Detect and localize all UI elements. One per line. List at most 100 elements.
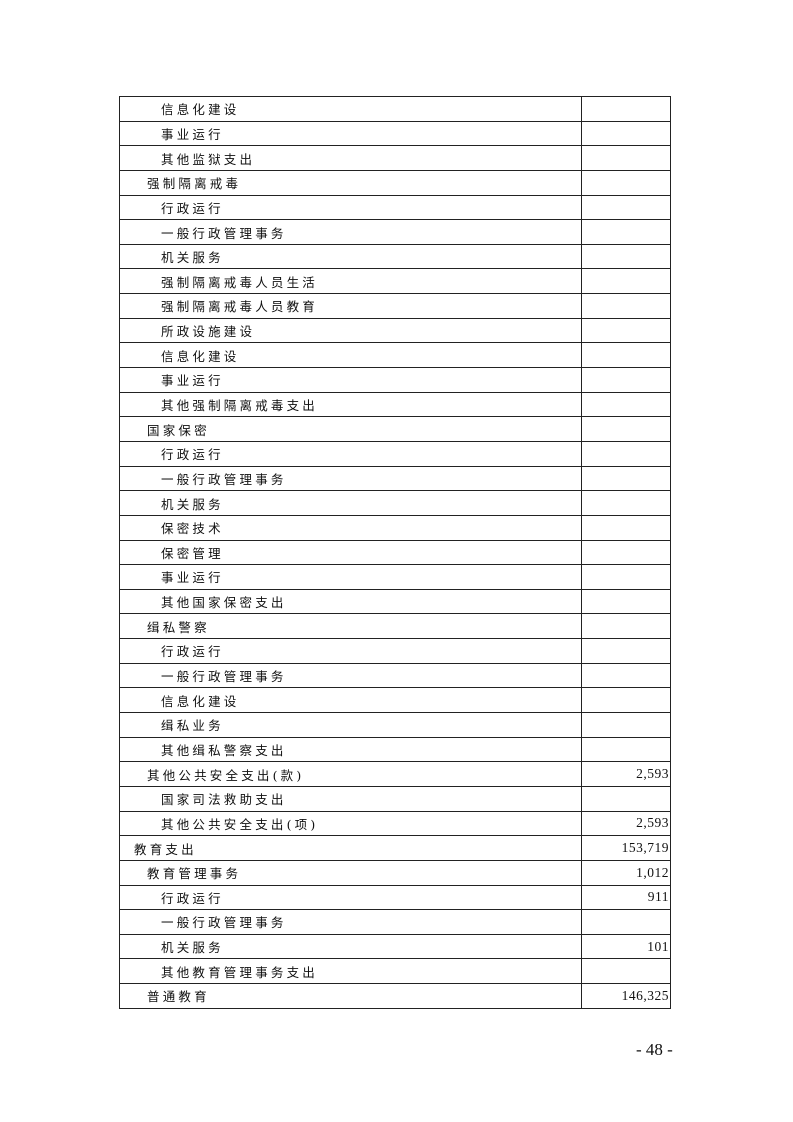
row-value bbox=[581, 638, 671, 664]
row-label: 事业运行 bbox=[119, 564, 582, 590]
row-value bbox=[581, 145, 671, 171]
row-label: 所政设施建设 bbox=[119, 317, 582, 344]
row-label: 行政运行 bbox=[119, 194, 582, 221]
row-label: 机关服务 bbox=[119, 933, 582, 960]
row-value bbox=[581, 613, 671, 640]
table-row: 事业运行 bbox=[119, 564, 671, 590]
row-value bbox=[581, 293, 671, 319]
row-label: 其他公共安全支出(项) bbox=[119, 810, 582, 837]
table-row: 机关服务 bbox=[119, 243, 671, 270]
row-value: 2,593 bbox=[581, 810, 671, 837]
row-value bbox=[581, 539, 671, 566]
table-row: 机关服务 bbox=[119, 490, 671, 516]
table-row: 保密技术 bbox=[119, 514, 671, 541]
table-row: 信息化建设 bbox=[119, 96, 671, 122]
row-label: 行政运行 bbox=[119, 440, 582, 467]
table-row: 机关服务 101 bbox=[119, 933, 671, 960]
page-number: - 48 - bbox=[636, 1040, 673, 1059]
row-value bbox=[581, 514, 671, 541]
row-label: 机关服务 bbox=[119, 243, 582, 270]
table-row: 行政运行 bbox=[119, 638, 671, 664]
row-value bbox=[581, 391, 671, 418]
table-row: 强制隔离戒毒 bbox=[119, 169, 671, 196]
row-value bbox=[581, 120, 671, 147]
table-row: 其他教育管理事务支出 bbox=[119, 958, 671, 985]
row-label: 一般行政管理事务 bbox=[119, 909, 582, 935]
row-label: 其他公共安全支出(款) bbox=[119, 761, 582, 787]
row-label: 保密技术 bbox=[119, 514, 582, 541]
row-label: 国家司法救助支出 bbox=[119, 785, 582, 812]
row-value: 911 bbox=[581, 884, 671, 911]
table-row: 其他公共安全支出(项) 2,593 bbox=[119, 810, 671, 837]
row-value: 153,719 bbox=[581, 835, 671, 861]
row-label: 教育管理事务 bbox=[119, 859, 582, 886]
table-row: 一般行政管理事务 bbox=[119, 219, 671, 245]
row-value bbox=[581, 416, 671, 442]
table-row: 缉私警察 bbox=[119, 613, 671, 640]
row-value bbox=[581, 712, 671, 738]
row-label: 缉私业务 bbox=[119, 712, 582, 738]
row-value bbox=[581, 687, 671, 714]
row-value bbox=[581, 243, 671, 270]
row-label: 行政运行 bbox=[119, 638, 582, 664]
row-value bbox=[581, 342, 671, 369]
table-row: 其他国家保密支出 bbox=[119, 588, 671, 615]
row-value bbox=[581, 317, 671, 344]
row-value bbox=[581, 662, 671, 689]
row-value bbox=[581, 219, 671, 245]
table-row: 教育管理事务 1,012 bbox=[119, 859, 671, 886]
table-row: 一般行政管理事务 bbox=[119, 662, 671, 689]
row-label: 其他缉私警察支出 bbox=[119, 736, 582, 763]
row-value bbox=[581, 96, 671, 122]
row-label: 信息化建设 bbox=[119, 687, 582, 714]
row-label: 强制隔离戒毒 bbox=[119, 169, 582, 196]
row-value bbox=[581, 958, 671, 985]
row-value: 2,593 bbox=[581, 761, 671, 787]
budget-table: 信息化建设 事业运行 其他监狱支出 强制隔离戒毒 行政运行 一般行政管理事务 机关服务 强制隔… bbox=[119, 96, 671, 1009]
row-label: 缉私警察 bbox=[119, 613, 582, 640]
row-value bbox=[581, 564, 671, 590]
row-value: 146,325 bbox=[581, 983, 671, 1009]
row-value bbox=[581, 194, 671, 221]
table-row: 教育支出 153,719 bbox=[119, 835, 671, 861]
table-row: 强制隔离戒毒人员教育 bbox=[119, 293, 671, 319]
row-label: 保密管理 bbox=[119, 539, 582, 566]
table-row: 信息化建设 bbox=[119, 342, 671, 369]
row-label: 其他监狱支出 bbox=[119, 145, 582, 171]
row-label: 其他国家保密支出 bbox=[119, 588, 582, 615]
row-label: 一般行政管理事务 bbox=[119, 219, 582, 245]
row-label: 教育支出 bbox=[119, 835, 582, 861]
row-value bbox=[581, 909, 671, 935]
row-label: 普通教育 bbox=[119, 983, 582, 1009]
table-row: 其他强制隔离戒毒支出 bbox=[119, 391, 671, 418]
row-value bbox=[581, 785, 671, 812]
row-label: 机关服务 bbox=[119, 490, 582, 516]
row-label: 强制隔离戒毒人员教育 bbox=[119, 293, 582, 319]
table-row: 事业运行 bbox=[119, 367, 671, 393]
table-row: 其他缉私警察支出 bbox=[119, 736, 671, 763]
row-value bbox=[581, 588, 671, 615]
row-value bbox=[581, 490, 671, 516]
row-value bbox=[581, 736, 671, 763]
table-row: 行政运行 911 bbox=[119, 884, 671, 911]
row-label: 事业运行 bbox=[119, 367, 582, 393]
table-row: 保密管理 bbox=[119, 539, 671, 566]
table-row: 行政运行 bbox=[119, 440, 671, 467]
table-row: 行政运行 bbox=[119, 194, 671, 221]
row-label: 信息化建设 bbox=[119, 342, 582, 369]
table-row: 事业运行 bbox=[119, 120, 671, 147]
table-row: 其他公共安全支出(款) 2,593 bbox=[119, 761, 671, 787]
table-row: 一般行政管理事务 bbox=[119, 465, 671, 492]
row-value: 101 bbox=[581, 933, 671, 960]
row-value bbox=[581, 268, 671, 295]
row-value: 1,012 bbox=[581, 859, 671, 886]
row-label: 国家保密 bbox=[119, 416, 582, 442]
row-value bbox=[581, 465, 671, 492]
table-row: 强制隔离戒毒人员生活 bbox=[119, 268, 671, 295]
table-row: 信息化建设 bbox=[119, 687, 671, 714]
table-row: 国家司法救助支出 bbox=[119, 785, 671, 812]
table-row: 其他监狱支出 bbox=[119, 145, 671, 171]
row-label: 其他强制隔离戒毒支出 bbox=[119, 391, 582, 418]
row-value bbox=[581, 367, 671, 393]
table-row: 一般行政管理事务 bbox=[119, 909, 671, 935]
